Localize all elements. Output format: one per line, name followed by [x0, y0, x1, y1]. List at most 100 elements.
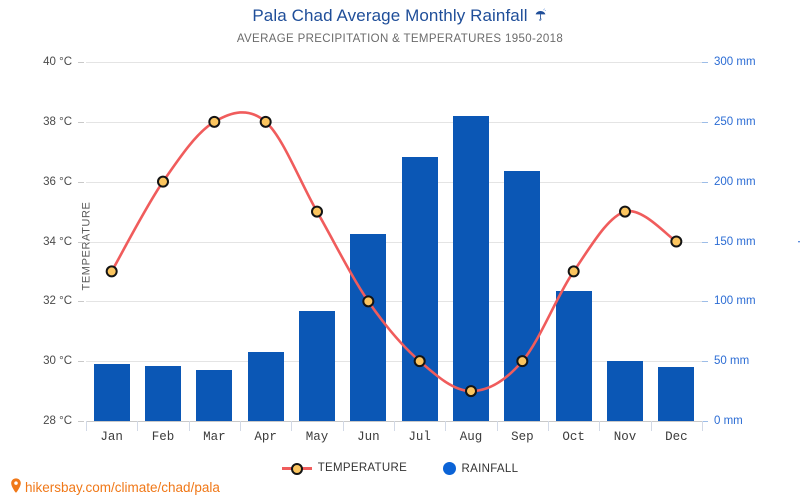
legend-item-temperature[interactable]: TEMPERATURE	[281, 462, 408, 476]
x-axis-tick-mark	[394, 421, 395, 431]
bar-oct[interactable]	[555, 290, 592, 421]
legend-temperature-label: TEMPERATURE	[317, 462, 408, 475]
x-axis-label-sep: Sep	[511, 430, 534, 444]
page-title: Pala Chad Average Monthly Rainfall	[0, 6, 800, 26]
x-axis-tick-mark	[599, 421, 601, 431]
gridline	[86, 361, 702, 363]
gridline	[86, 301, 702, 303]
right-axis-tick-mark	[702, 181, 708, 183]
right-axis-tick-label: 0 mm	[714, 415, 743, 427]
left-axis-tick-label: 36 °C	[43, 175, 72, 188]
left-axis-tick-mark	[78, 301, 84, 303]
gridline	[86, 241, 702, 243]
right-axis-tick-mark	[702, 421, 708, 422]
x-axis-label-nov: Nov	[613, 430, 637, 444]
temperature-point-oct[interactable]: Oct: 33 °C	[567, 265, 580, 278]
bar-dec[interactable]	[658, 367, 695, 421]
x-axis-label-aug: Aug	[459, 430, 483, 444]
right-axis-tick-label: 200 mm	[714, 175, 756, 188]
bar-mar[interactable]	[196, 369, 233, 421]
legend-rainfall-swatch-icon	[442, 462, 456, 475]
bar-sep[interactable]	[504, 170, 541, 421]
temperature-point-jan[interactable]: Jan: 33 °C	[105, 265, 118, 278]
bar-nov[interactable]	[607, 361, 643, 421]
x-axis-tick-mark	[86, 421, 87, 431]
chart-plot-area: Jan: 33 °C Feb: 36 °C Mar: 38 °C Apr: 38 °C…	[80, 62, 702, 422]
legend-item-rainfall[interactable]: RAINFALL	[442, 462, 519, 475]
x-axis-label-apr: Apr	[254, 430, 277, 444]
bar-may[interactable]	[299, 310, 335, 421]
left-axis-tick-label: 34 °C	[43, 235, 72, 248]
x-axis-tick-mark	[240, 421, 241, 431]
temperature-point-sep[interactable]: Sep: 30 °C	[516, 355, 529, 368]
bar-jan[interactable]	[93, 363, 130, 421]
right-axis-tick-label: 150 mm	[714, 235, 756, 248]
temperature-point-may[interactable]: May: 35 °C	[311, 205, 323, 218]
x-axis-tick-mark	[650, 421, 652, 431]
legend-temperature-swatch-icon	[281, 462, 312, 476]
left-axis-tick-mark	[78, 121, 84, 123]
bar-apr[interactable]	[247, 351, 284, 421]
left-axis-tick-mark	[78, 361, 84, 363]
gridline	[86, 181, 702, 183]
x-axis-tick-mark	[445, 421, 447, 431]
x-axis-tick-mark	[188, 421, 190, 431]
x-axis-label-mar: Mar	[203, 430, 226, 444]
right-axis-tick-label: 300 mm	[714, 56, 756, 68]
source-url-text: hikersbay.com/climate/chad/pala	[25, 479, 220, 495]
x-axis-tick-mark	[548, 421, 549, 431]
x-axis-label-jun: Jun	[357, 430, 380, 444]
map-pin-icon	[10, 478, 22, 493]
x-axis-label-jul: Jul	[408, 430, 431, 444]
temperature-point-jul[interactable]: Jul: 30 °C	[413, 355, 426, 368]
left-axis-tick-label: 38 °C	[43, 115, 72, 128]
left-axis-tick-label: 28 °C	[43, 415, 72, 427]
bar-jun[interactable]	[350, 234, 387, 421]
left-axis-tick-mark	[78, 62, 84, 63]
temperature-line-series: Jan: 33 °C Feb: 36 °C Mar: 38 °C Apr: 38 °C…	[105, 111, 683, 398]
temperature-point-apr[interactable]: Apr: 38 °C	[259, 115, 272, 128]
chart-subtitle: AVERAGE PRECIPITATION & TEMPERATURES 195…	[236, 33, 564, 45]
temperature-point-dec[interactable]: Dec: 34 °C	[670, 235, 683, 248]
x-axis-label-oct: Oct	[562, 430, 585, 444]
gridline	[86, 121, 702, 123]
left-axis-tick-label: 30 °C	[43, 355, 72, 368]
left-axis-tick-mark	[78, 181, 84, 183]
right-axis-tick-mark	[702, 301, 708, 303]
right-axis-tick-label: 100 mm	[714, 295, 756, 308]
x-axis-tick-mark	[496, 421, 498, 431]
chart-legend: TEMPERATURE RAINFALL	[0, 462, 800, 476]
x-axis-tick-mark	[137, 421, 139, 431]
temperature-point-jun[interactable]: Jun: 32 °C	[362, 295, 375, 308]
left-axis-tick-mark	[78, 421, 84, 422]
x-axis-tick-mark	[702, 421, 703, 431]
left-axis-tick-label: 40 °C	[43, 56, 72, 68]
gridline	[86, 62, 702, 63]
x-axis-label-may: May	[305, 430, 329, 444]
right-axis-tick-label: 250 mm	[714, 115, 756, 128]
source-link[interactable]: hikersbay.com/climate/chad/pala	[10, 478, 220, 495]
left-axis-title: TEMPERATURE	[80, 201, 93, 291]
x-axis-label-feb: Feb	[151, 430, 175, 444]
x-axis-tick-mark	[291, 421, 293, 431]
page-title-text: Pala Chad Average Monthly Rainfall	[252, 6, 528, 25]
temperature-point-feb[interactable]: Feb: 36 °C	[157, 175, 169, 188]
right-axis-tick-label: 50 mm	[714, 355, 750, 368]
right-axis-tick-mark	[702, 241, 708, 243]
x-axis-tick-mark	[342, 421, 344, 431]
bar-aug[interactable]	[453, 115, 489, 421]
right-axis-tick-mark	[702, 121, 708, 123]
temperature-point-aug[interactable]: Aug: 29 °C	[465, 385, 477, 398]
left-axis-tick-mark	[78, 241, 84, 243]
temperature-point-nov[interactable]: Nov: 35 °C	[619, 205, 631, 218]
right-axis-tick-mark	[702, 62, 708, 63]
x-axis-label-dec: Dec	[665, 430, 688, 444]
temperature-point-mar[interactable]: Mar: 38 °C	[208, 115, 221, 128]
bar-feb[interactable]	[145, 365, 181, 421]
legend-rainfall-label: RAINFALL	[461, 462, 519, 475]
right-axis-tick-mark	[702, 361, 708, 363]
bar-jul[interactable]	[401, 156, 438, 421]
rain-umbrella-icon	[533, 8, 548, 23]
x-axis-label-jan: Jan	[100, 430, 123, 444]
left-axis-tick-label: 32 °C	[43, 295, 72, 308]
